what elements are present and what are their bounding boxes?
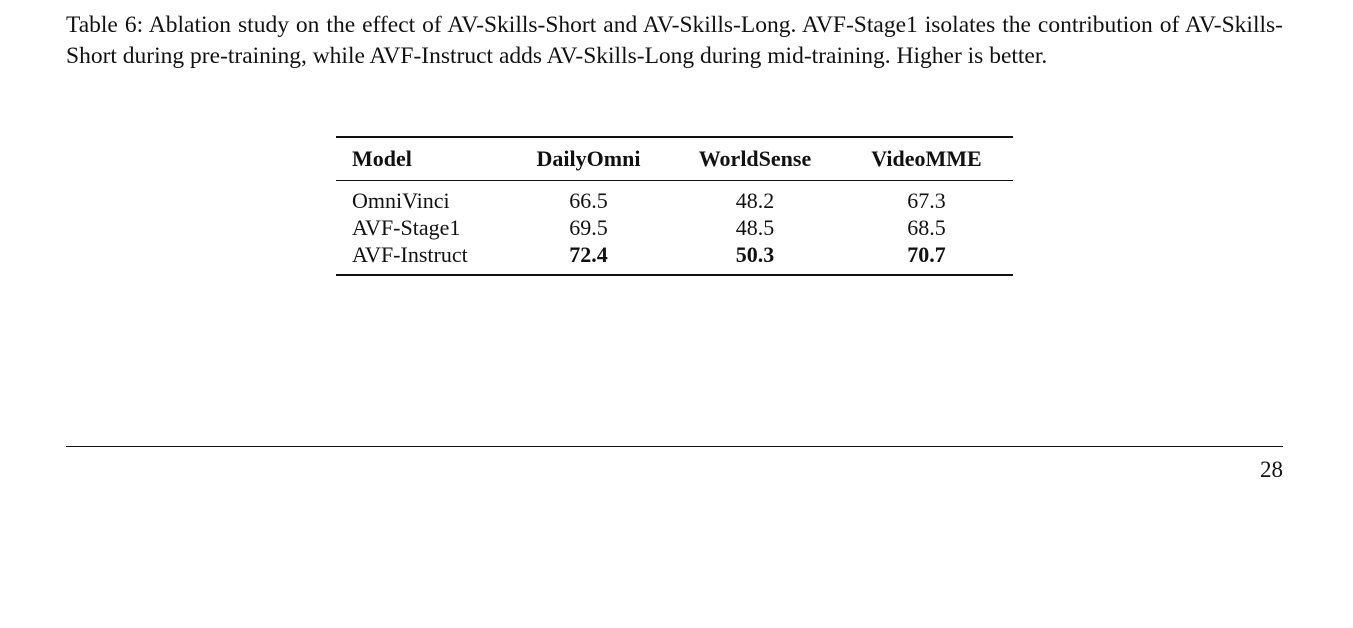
header-cell: Model: [336, 137, 507, 181]
model-name: AVF-Instruct: [336, 242, 507, 276]
score-cell: 69.5: [569, 215, 608, 240]
score-cell: 67.3: [907, 188, 946, 213]
score-cell: 66.5: [569, 188, 608, 213]
table-row: AVF-Stage1 69.5 48.5 68.5: [336, 214, 1013, 242]
table-body: OmniVinci 66.5 48.2 67.3 AVF-Stage1 69.5 48.5 6…: [336, 181, 1013, 276]
header-cell: VideoMME: [840, 137, 1013, 181]
table-row: AVF-Instruct 72.4 50.3 70.7: [336, 242, 1013, 276]
table-row: OmniVinci 66.5 48.2 67.3: [336, 181, 1013, 215]
score-cell: 72.4: [507, 242, 670, 276]
header-cell: WorldSense: [670, 137, 840, 181]
results-table: Model DailyOmni WorldSense VideoMME OmniVin…: [336, 136, 1013, 276]
footer-rule: [66, 446, 1283, 447]
model-name: OmniVinci: [352, 188, 450, 213]
score-cell: 70.7: [840, 242, 1013, 276]
page-number: 28: [1260, 457, 1283, 482]
model-name: AVF-Stage1: [352, 215, 461, 240]
score-cell: 50.3: [670, 242, 840, 276]
header-cell: DailyOmni: [507, 137, 670, 181]
header-row: Model DailyOmni WorldSense VideoMME: [336, 137, 1013, 181]
score-cell: 48.5: [735, 215, 775, 240]
score-cell: 68.5: [907, 215, 946, 240]
table-caption: Table 6: Ablation study on the effect of…: [66, 12, 1283, 69]
score-cell: 48.2: [735, 188, 775, 213]
